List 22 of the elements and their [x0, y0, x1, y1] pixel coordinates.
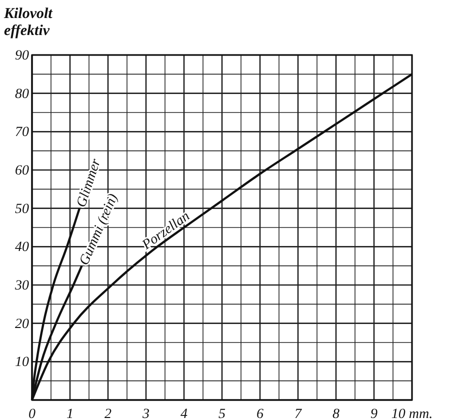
- text: Glimmer: [74, 156, 104, 210]
- y-tick-label: 90: [15, 48, 29, 64]
- y-tick-label: 30: [14, 278, 29, 294]
- x-tick-label: 9: [370, 406, 378, 420]
- x-tick-label: 4: [180, 406, 188, 420]
- x-tick-label: 8: [332, 406, 340, 420]
- x-tick-label: 10 mm.: [391, 406, 433, 420]
- y-tick-label: 50: [15, 202, 29, 217]
- x-tick-label: 5: [218, 406, 226, 420]
- x-tick-label: 0: [28, 406, 36, 420]
- x-tick-label: 7: [294, 406, 302, 420]
- y-tick-label: 60: [15, 163, 29, 178]
- y-tick-label: 20: [15, 316, 29, 332]
- x-tick-label: 3: [142, 406, 150, 420]
- x-tick-label: 2: [104, 406, 112, 420]
- x-tick-label: 1: [66, 406, 74, 420]
- y-tick-label: 80: [15, 86, 29, 102]
- x-tick-label: 6: [256, 406, 264, 420]
- y-tick-label: 70: [15, 125, 29, 140]
- y-axis-title: Kilovolt effektiv: [3, 6, 54, 39]
- y-tick-label: 40: [15, 240, 29, 256]
- y-tick-label: 10: [15, 355, 29, 370]
